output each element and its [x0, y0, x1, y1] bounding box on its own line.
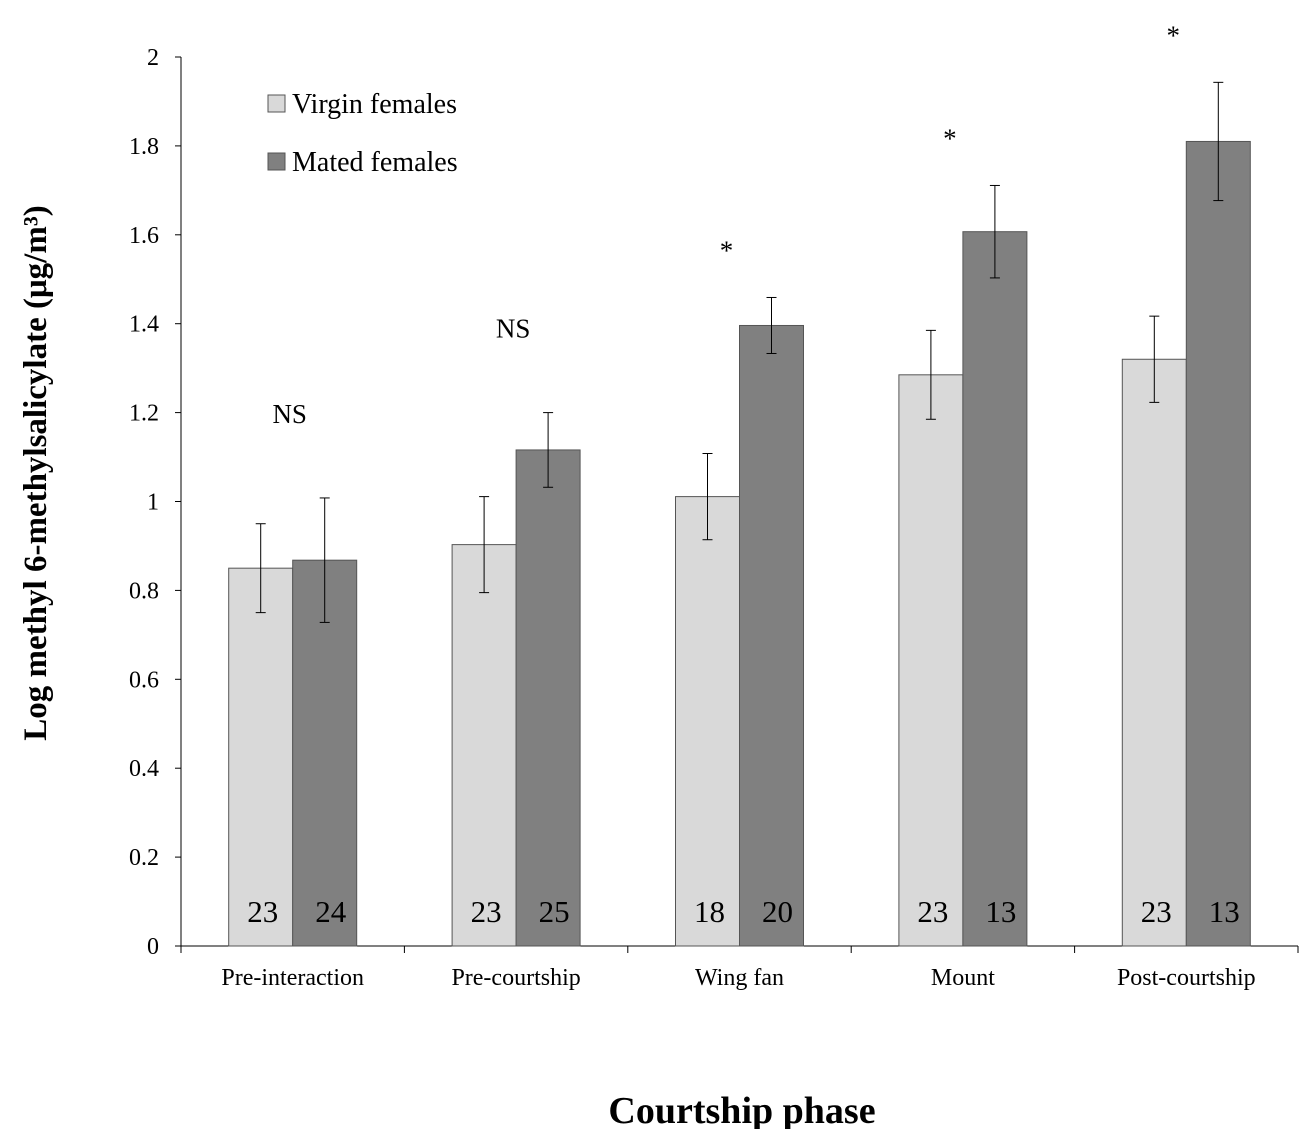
y-tick-label: 0.4 — [129, 756, 159, 782]
bar — [292, 559, 358, 947]
legend-label: Virgin females — [292, 89, 457, 120]
y-tick-label: 0.6 — [129, 667, 159, 693]
legend-swatch — [267, 152, 286, 171]
sample-size-label: 24 — [315, 894, 347, 929]
legend: Virgin females Mated females — [267, 89, 458, 178]
sample-size-label: 23 — [917, 894, 948, 929]
x-tick-label: Wing fan — [695, 965, 784, 991]
y-tick-label: 0.8 — [129, 578, 159, 604]
y-tick-label: 0.2 — [129, 845, 159, 871]
sample-size-label: 20 — [762, 894, 793, 929]
bar — [898, 374, 964, 947]
bar — [1121, 358, 1187, 947]
y-tick-label: 1.4 — [129, 312, 159, 338]
bar — [1185, 140, 1251, 947]
significance-label: * — [720, 235, 734, 265]
y-tick-label: 0 — [147, 934, 159, 960]
x-tick-label: Post-courtship — [1117, 965, 1256, 991]
sample-size-label: 13 — [1209, 894, 1240, 929]
y-tick-label: 1 — [147, 490, 159, 516]
significance-label: * — [1167, 20, 1181, 50]
x-tick-label: Pre-courtship — [451, 965, 580, 991]
y-tick-label: 1.6 — [129, 223, 159, 249]
y-axis-label: Log methyl 6-methylsalicylate (μg/m³) — [18, 205, 54, 740]
sample-size-label: 18 — [694, 894, 725, 929]
legend-label: Mated females — [292, 147, 458, 178]
sample-size-label: 13 — [985, 894, 1016, 929]
bar — [451, 544, 517, 947]
legend-swatch — [267, 94, 286, 113]
axes: 0 0.2 0.4 0.6 0.8 1 1.2 1.4 1.6 1.8 2 Pre-interacti… — [129, 45, 1299, 991]
sample-size-label: 25 — [539, 894, 570, 929]
x-tick-label: Pre-interaction — [221, 965, 364, 991]
y-tick-label: 2 — [147, 45, 159, 71]
bar — [675, 496, 740, 947]
bar — [228, 567, 294, 947]
sample-size-label: 23 — [471, 894, 502, 929]
significance-label: * — [943, 123, 957, 153]
x-axis-label: Courtship phase — [608, 1090, 875, 1129]
bar — [962, 231, 1028, 947]
bar — [515, 449, 581, 947]
bars: 23 24 NS 23 25 NS 18 20 * 23 13 * 23 13 * — [228, 20, 1251, 947]
sample-size-label: 23 — [1141, 894, 1172, 929]
significance-label: NS — [496, 314, 531, 344]
sample-size-label: 23 — [247, 894, 278, 929]
significance-label: NS — [272, 399, 307, 429]
x-tick-label: Mount — [931, 965, 995, 991]
y-tick-label: 1.2 — [129, 401, 159, 427]
bar — [739, 324, 804, 947]
y-tick-label: 1.8 — [129, 134, 159, 160]
